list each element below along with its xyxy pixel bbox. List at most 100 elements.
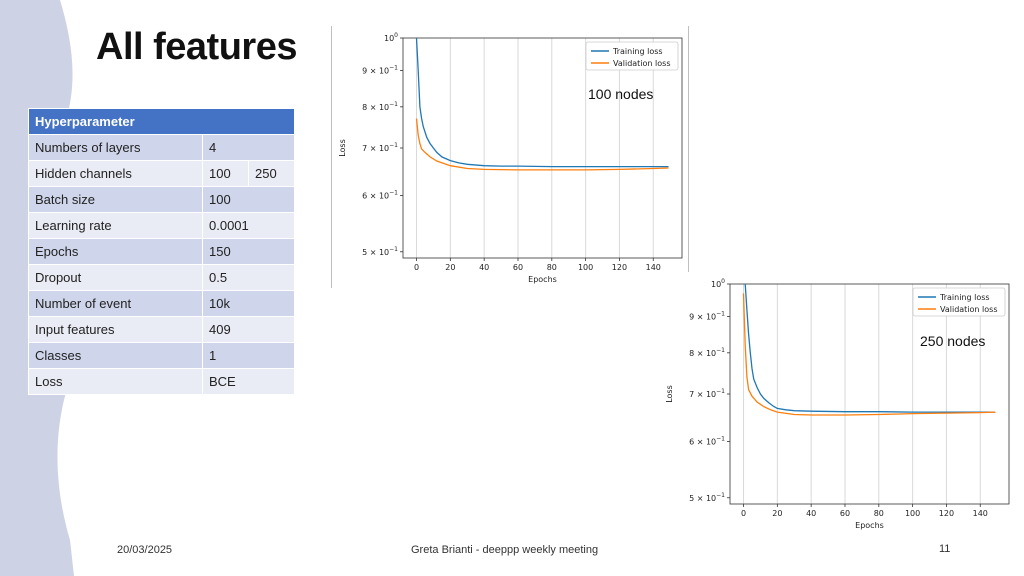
- y-tick-exponent: −1: [389, 64, 398, 71]
- y-tick-label: 5 × 10−1: [362, 246, 398, 257]
- x-tick-label: 80: [547, 263, 557, 272]
- series-line-validation-loss: [742, 293, 996, 416]
- table-header: Hyperparameter: [27, 108, 296, 135]
- table-row: Numbers of layers 4: [28, 134, 296, 161]
- table-row: Batch size 100: [28, 186, 296, 213]
- y-tick-label: 100: [711, 278, 725, 289]
- x-tick-label: 140: [646, 263, 661, 272]
- divider-line: [331, 26, 332, 288]
- y-tick-base: 8 × 10: [362, 103, 389, 112]
- param-value: 4: [201, 134, 296, 161]
- footer-title: Greta Brianti - deeppp weekly meeting: [411, 544, 599, 556]
- chart-annotation-100-nodes: 100 nodes: [588, 86, 654, 102]
- table-row: Dropout 0.5: [28, 264, 296, 291]
- series-line-validation-loss: [415, 118, 669, 171]
- table-body: Numbers of layers 4 Hidden channels 100 250 B…: [28, 134, 296, 395]
- param-label: Batch size: [28, 186, 203, 213]
- param-label: Number of event: [28, 290, 203, 317]
- series-line-training-loss: [415, 38, 669, 168]
- table-row: Hidden channels 100 250: [28, 160, 296, 187]
- param-value: 409: [201, 316, 296, 343]
- y-tick-base: 9 × 10: [689, 312, 716, 321]
- param-value: 10k: [201, 290, 296, 317]
- y-tick-base: 9 × 10: [362, 66, 389, 75]
- y-tick-label: 8 × 10−1: [689, 347, 725, 358]
- footer-date: 20/03/2025: [117, 544, 173, 556]
- y-tick-exponent: −1: [716, 310, 725, 317]
- table-row: Learning rate 0.0001: [28, 212, 296, 239]
- y-tick-exponent: −1: [389, 101, 398, 108]
- series-line-training-loss: [744, 284, 996, 413]
- y-tick-base: 7 × 10: [689, 390, 716, 399]
- x-tick-label: 0: [741, 509, 746, 518]
- y-tick-base: 10: [384, 34, 394, 43]
- y-tick-exponent: 0: [394, 32, 398, 39]
- table-row: Loss BCE: [28, 368, 296, 395]
- y-tick-base: 10: [711, 280, 721, 289]
- param-label: Numbers of layers: [28, 134, 203, 161]
- x-tick-label: 60: [513, 263, 523, 272]
- y-axis-label: Loss: [665, 385, 674, 403]
- y-tick-base: 8 × 10: [689, 349, 716, 358]
- y-tick-base: 6 × 10: [362, 192, 389, 201]
- plot-frame: [729, 283, 1010, 505]
- slide-title: All features: [96, 26, 297, 68]
- y-tick-exponent: −1: [389, 246, 398, 253]
- y-tick-exponent: −1: [716, 388, 725, 395]
- x-tick-label: 120: [939, 509, 954, 518]
- param-label: Loss: [28, 368, 203, 395]
- param-value: 1: [201, 342, 296, 369]
- divider-line: [688, 26, 689, 272]
- table-row: Input features 409: [28, 316, 296, 343]
- y-tick-exponent: −1: [716, 492, 725, 499]
- y-tick-label: 100: [384, 32, 398, 43]
- param-label: Epochs: [28, 238, 203, 265]
- y-tick-base: 7 × 10: [362, 144, 389, 153]
- x-tick-label: 60: [840, 509, 850, 518]
- y-tick-label: 9 × 10−1: [689, 310, 725, 321]
- chart-annotation-250-nodes: 250 nodes: [920, 333, 986, 349]
- y-tick-label: 5 × 10−1: [689, 492, 725, 503]
- param-value: 0.0001: [201, 212, 296, 239]
- x-tick-label: 40: [806, 509, 816, 518]
- x-tick-label: 20: [772, 509, 782, 518]
- x-tick-label: 80: [874, 509, 884, 518]
- param-label: Input features: [28, 316, 203, 343]
- param-label: Classes: [28, 342, 203, 369]
- x-tick-label: 40: [479, 263, 489, 272]
- y-tick-label: 9 × 10−1: [362, 64, 398, 75]
- table-row: Classes 1: [28, 342, 296, 369]
- x-tick-label: 120: [612, 263, 627, 272]
- param-value: 100: [201, 186, 296, 213]
- table-row: Number of event 10k: [28, 290, 296, 317]
- x-tick-label: 140: [973, 509, 988, 518]
- param-label: Hidden channels: [28, 160, 203, 187]
- page-number: 11: [939, 543, 951, 555]
- param-value: BCE: [201, 368, 296, 395]
- y-tick-label: 6 × 10−1: [689, 436, 725, 447]
- x-axis-label: Epochs: [855, 521, 884, 530]
- param-value: 150: [201, 238, 296, 265]
- y-axis-label: Loss: [338, 139, 347, 157]
- table-header-row: Hyperparameter: [27, 108, 296, 135]
- y-tick-label: 8 × 10−1: [362, 101, 398, 112]
- y-tick-label: 7 × 10−1: [689, 388, 725, 399]
- x-tick-label: 100: [905, 509, 920, 518]
- x-tick-label: 20: [445, 263, 455, 272]
- plot-frame: [402, 37, 683, 259]
- legend-entry: Training loss: [612, 47, 663, 56]
- x-axis-label: Epochs: [528, 275, 557, 284]
- legend-entry: Validation loss: [940, 305, 998, 314]
- y-tick-base: 5 × 10: [689, 494, 716, 503]
- y-tick-exponent: −1: [389, 142, 398, 149]
- param-value: 250: [247, 160, 296, 187]
- y-tick-exponent: −1: [716, 436, 725, 443]
- hyperparameter-table: Hyperparameter Numbers of layers 4 Hidden …: [27, 108, 296, 395]
- x-tick-label: 100: [578, 263, 593, 272]
- y-tick-exponent: −1: [716, 347, 725, 354]
- param-value: 0.5: [201, 264, 296, 291]
- legend-entry: Training loss: [939, 293, 990, 302]
- param-value: 100: [202, 160, 249, 187]
